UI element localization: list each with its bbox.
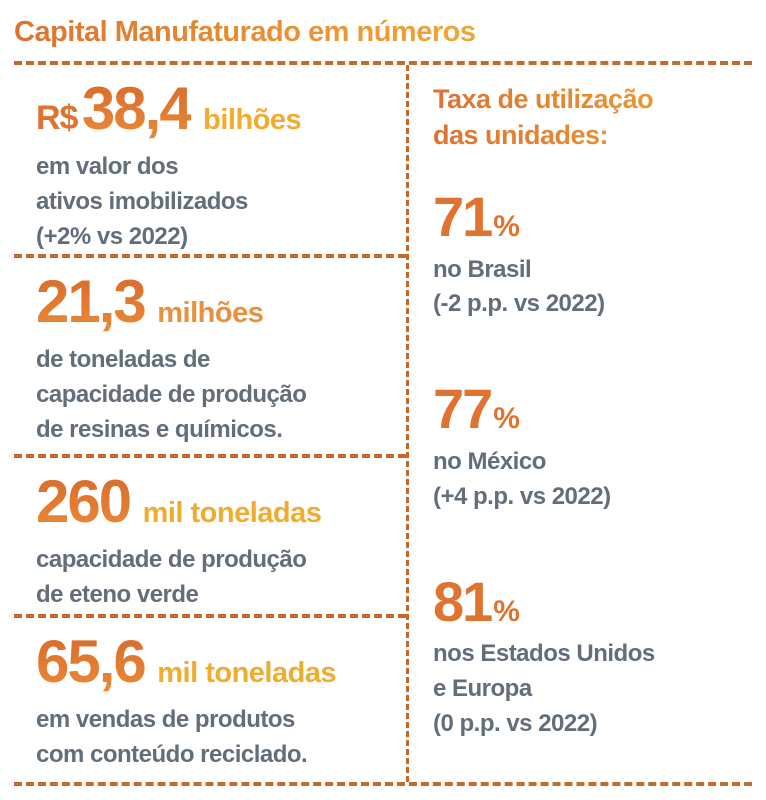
panel-header-line: Taxa de utilização [433,84,654,114]
stat-description-line: de resinas e químicos. [36,415,283,443]
stat-value: 77 [433,377,493,441]
stat-description: em vendas de produtos com conteúdo recic… [36,703,406,773]
stat-description-line: de eteno verde [36,580,199,608]
stat-value: 65,6 [36,628,147,695]
stat-description: no México (+4 p.p. vs 2022) [433,445,752,515]
stat-unit: milhões [157,297,264,329]
stat-headline: R$ 38,4 bilhões [36,77,406,140]
stat-headline: 81% [433,569,752,633]
stat-block-production-capacity: 21,3 milhões de toneladas de capacidade … [14,258,406,458]
percent-sign: % [493,594,520,628]
utilization-stat-usa-europe: 81% nos Estados Unidos e Europa (0 p.p. … [433,569,752,742]
stat-description: no Brasil (-2 p.p. vs 2022) [433,253,752,323]
stat-description-line: (-2 p.p. vs 2022) [433,290,605,318]
utilization-rate-panel: Taxa de utilização das unidades: 71% no … [406,65,752,782]
stat-description-line: (+4 p.p. vs 2022) [433,482,611,510]
stat-headline: 77% [433,377,752,441]
stat-description-line: em vendas de produtos [36,706,295,733]
stat-description-line: ativos imobilizados [36,187,248,215]
stat-description-line: (0 p.p. vs 2022) [433,710,598,738]
currency-prefix: R$ [36,99,78,137]
stat-description-line: e Europa [433,675,532,703]
stat-description-line: (+2% vs 2022) [36,222,188,250]
stat-value: 38,4 [81,75,193,142]
stat-headline: 65,6 mil toneladas [36,630,406,693]
page-title: Capital Manufaturado em números [14,16,476,48]
stat-description: em valor dos ativos imobilizados (+2% vs… [36,150,406,254]
stat-block-recycled-sales: 65,6 mil toneladas em vendas de produtos… [14,618,406,778]
left-stats-column: R$ 38,4 bilhões em valor dos ativos imob… [14,65,406,782]
stat-value: 260 [36,468,132,535]
stat-value: 71 [433,184,493,248]
stat-value: 81 [433,569,493,633]
stat-description-line: nos Estados Unidos [433,640,655,668]
stat-description: nos Estados Unidos e Europa (0 p.p. vs 2… [433,637,752,741]
stat-description-line: em valor dos [36,153,179,180]
stat-description-line: de toneladas de [36,346,210,373]
stat-headline: 21,3 milhões [36,270,406,333]
stat-description-line: capacidade de produção [36,380,307,408]
panel-header-line: das unidades: [433,120,609,151]
bottom-rule [14,782,752,786]
stat-description: capacidade de produção de eteno verde [36,543,406,613]
percent-sign: % [493,209,520,243]
stat-block-fixed-assets: R$ 38,4 bilhões em valor dos ativos imob… [14,65,406,258]
stat-unit: bilhões [203,104,302,136]
stat-description-line: capacidade de produção [36,546,307,573]
stat-description-line: com conteúdo reciclado. [36,740,308,768]
utilization-stat-brazil: 71% no Brasil (-2 p.p. vs 2022) [433,184,752,323]
panel-header: Taxa de utilização das unidades: [433,81,752,154]
content-columns: R$ 38,4 bilhões em valor dos ativos imob… [14,65,752,782]
stat-unit: mil toneladas [157,657,337,689]
stat-unit: mil toneladas [142,497,322,529]
stat-block-green-ethylene: 260 mil toneladas capacidade de produção… [14,458,406,618]
stat-value: 21,3 [36,268,147,335]
stat-description-line: no Brasil [433,255,532,283]
title-underline-rule [14,61,752,65]
percent-sign: % [493,402,520,436]
stat-headline: 71% [433,184,752,248]
stat-description: de toneladas de capacidade de produção d… [36,343,406,447]
utilization-stat-mexico: 77% no México (+4 p.p. vs 2022) [433,377,752,515]
stat-description-line: no México [433,448,546,476]
stat-headline: 260 mil toneladas [36,470,406,533]
